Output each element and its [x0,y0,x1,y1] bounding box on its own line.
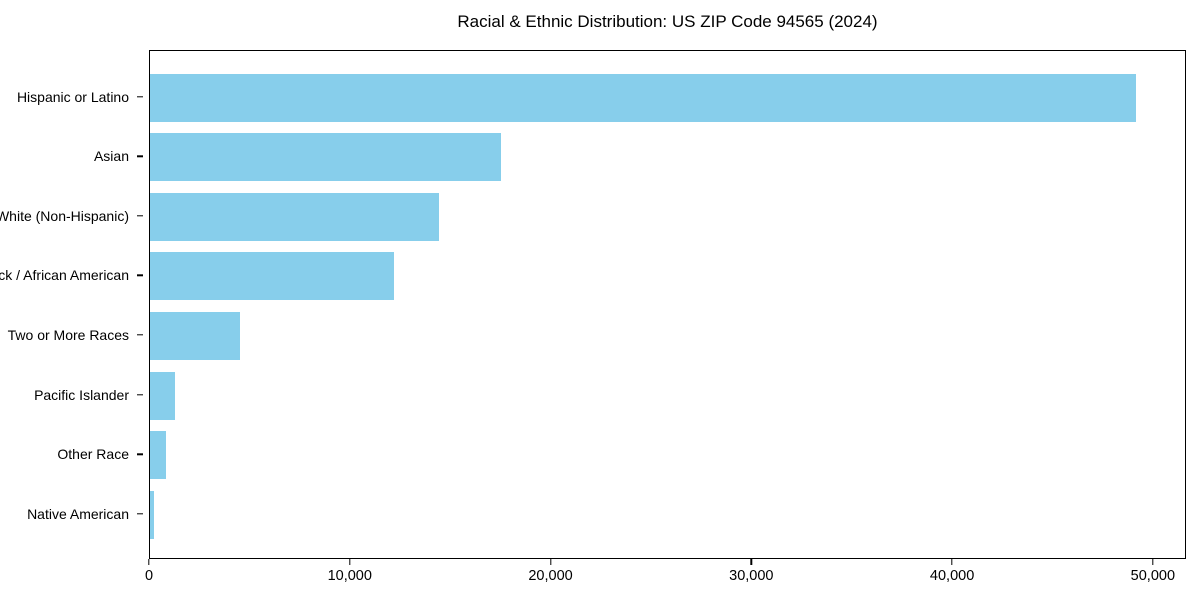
y-tick-label: Asian [93,148,129,165]
bar-pacific-islander [150,371,176,420]
y-axis-labels: Hispanic or Latino Asian White (Non-Hispan… [0,50,143,559]
y-tick-mark [137,453,143,456]
y-tick-label: Pacific Islander [34,386,129,403]
x-tick-label: 10,000 [327,568,372,584]
bar-native-american [150,490,154,539]
bar-black-african-american [150,252,395,301]
y-tick-label: White (Non-Hispanic) [0,207,129,224]
plot-area [149,50,1186,559]
y-tick-mark [137,95,143,98]
chart-title: Racial & Ethnic Distribution: US ZIP Cod… [457,12,878,31]
y-tick-mark [137,513,143,515]
y-tick-label: Black / African American [0,267,129,284]
y-tick-mark [137,274,143,277]
y-tick-label: Two or More Races [7,327,129,344]
bar-asian [150,133,501,182]
x-tick-label: 30,000 [729,568,774,584]
y-tick-mark [137,393,143,396]
y-tick-mark [137,155,143,157]
bar-two-or-more-races [150,312,241,361]
x-tick-mark [750,559,753,565]
y-tick-label: Hispanic or Latino [16,88,129,105]
x-tick-mark [549,559,552,565]
y-tick-label: Native American [27,505,129,522]
x-axis: 0 10,000 20,000 30,000 40,000 50,000 [145,559,1186,599]
bar-hispanic-or-latino [150,73,1136,122]
x-tick-label: 50,000 [1130,568,1176,584]
bar-other-race [150,431,167,480]
x-tick-label: 40,000 [929,568,975,584]
y-tick-mark [137,334,143,336]
x-tick-mark [148,559,150,565]
x-tick-label: 0 [144,568,154,584]
x-tick-mark [349,559,351,565]
bar-white-non-hispanic [150,192,439,241]
y-tick-mark [137,215,143,217]
x-tick-mark [1152,559,1154,565]
x-tick-label: 20,000 [528,568,573,584]
y-tick-label: Other Race [57,446,129,463]
x-tick-mark [951,559,953,565]
